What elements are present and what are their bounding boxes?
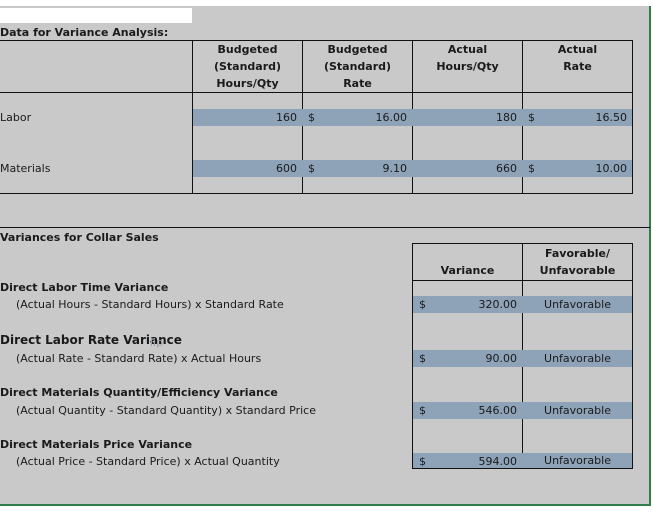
variance-formula-materials-quantity: (Actual Quantity - Standard Quantity) x … bbox=[16, 404, 316, 417]
col-divider-1 bbox=[192, 40, 193, 194]
variance-symbol-materials-price: $ bbox=[419, 455, 426, 468]
variance-amount-materials-price[interactable]: 594.00 bbox=[478, 455, 518, 468]
row-label-materials: Materials bbox=[0, 162, 51, 175]
sheet-border-bottom bbox=[0, 504, 651, 506]
worksheet-area bbox=[0, 6, 650, 505]
variance-col-left bbox=[412, 243, 413, 469]
variance-band-labor-rate bbox=[413, 350, 632, 367]
section-title-variances: Variances for Collar Sales bbox=[0, 231, 159, 244]
variance-status-labor-rate[interactable]: Unfavorable bbox=[544, 352, 611, 365]
header-budgeted-hours: Budgeted (Standard) Hours/Qty bbox=[213, 43, 282, 90]
materials-std-rate[interactable]: 9.10 bbox=[382, 162, 408, 175]
variance-formula-labor-time: (Actual Hours - Standard Hours) x Standa… bbox=[16, 298, 284, 311]
variance-symbol-labor-rate: $ bbox=[419, 352, 426, 365]
header-actual-hours: Actual Hours/Qty bbox=[436, 43, 499, 73]
variance-name-materials-price: Direct Materials Price Variance bbox=[0, 438, 193, 451]
ghost-tooltip-text: lip bbox=[150, 336, 164, 349]
materials-row-band bbox=[193, 160, 632, 177]
table-bottom-border bbox=[0, 193, 633, 194]
name-box-cell[interactable] bbox=[0, 8, 192, 23]
header-actual-rate: Actual Rate bbox=[557, 43, 598, 73]
variance-formula-materials-price: (Actual Price - Standard Price) x Actual… bbox=[16, 455, 280, 468]
table-top-border bbox=[0, 40, 633, 41]
section-divider bbox=[0, 227, 650, 228]
labor-std-qty[interactable]: 160 bbox=[276, 111, 297, 124]
labor-act-rate[interactable]: 16.50 bbox=[595, 111, 628, 124]
header-budgeted-rate: Budgeted (Standard) Rate bbox=[323, 43, 392, 90]
labor-act-qty[interactable]: 180 bbox=[496, 111, 517, 124]
header-favorable-unfavorable: Favorable/ Unfavorable bbox=[539, 247, 616, 277]
labor-std-rate-symbol: $ bbox=[308, 111, 315, 124]
variance-band-materials-price bbox=[413, 453, 632, 468]
row-label-labor: Labor bbox=[0, 111, 32, 124]
variance-symbol-materials-quantity: $ bbox=[419, 404, 426, 417]
variance-status-labor-time[interactable]: Unfavorable bbox=[544, 298, 611, 311]
labor-act-rate-symbol: $ bbox=[528, 111, 535, 124]
labor-row-band bbox=[193, 109, 632, 126]
materials-act-qty[interactable]: 660 bbox=[496, 162, 517, 175]
header-variance: Variance bbox=[440, 264, 495, 277]
col-divider-5 bbox=[632, 40, 633, 194]
variance-symbol-labor-time: $ bbox=[419, 298, 426, 311]
variance-name-materials-quantity: Direct Materials Quantity/Efficiency Var… bbox=[0, 386, 278, 399]
labor-std-rate[interactable]: 16.00 bbox=[375, 111, 408, 124]
variance-col-right bbox=[632, 243, 633, 469]
materials-act-rate-symbol: $ bbox=[528, 162, 535, 175]
materials-act-rate[interactable]: 10.00 bbox=[595, 162, 628, 175]
variance-name-labor-rate: Direct Labor Rate Variance bbox=[0, 333, 182, 347]
variance-amount-labor-time[interactable]: 320.00 bbox=[478, 298, 518, 311]
variance-amount-labor-rate[interactable]: 90.00 bbox=[485, 352, 518, 365]
variance-name-labor-time: Direct Labor Time Variance bbox=[0, 281, 169, 294]
variance-status-materials-quantity[interactable]: Unfavorable bbox=[544, 404, 611, 417]
section-title-data: Data for Variance Analysis: bbox=[0, 26, 169, 39]
sheet-border-right bbox=[649, 6, 651, 506]
variance-formula-labor-rate: (Actual Rate - Standard Rate) x Actual H… bbox=[16, 352, 262, 365]
variance-band-labor-time bbox=[413, 296, 632, 313]
materials-std-qty[interactable]: 600 bbox=[276, 162, 297, 175]
variance-status-materials-price[interactable]: Unfavorable bbox=[544, 454, 611, 467]
variance-band-materials-quantity bbox=[413, 402, 632, 419]
header-bottom-border bbox=[0, 92, 633, 93]
variance-amount-materials-quantity[interactable]: 546.00 bbox=[478, 404, 518, 417]
materials-std-rate-symbol: $ bbox=[308, 162, 315, 175]
